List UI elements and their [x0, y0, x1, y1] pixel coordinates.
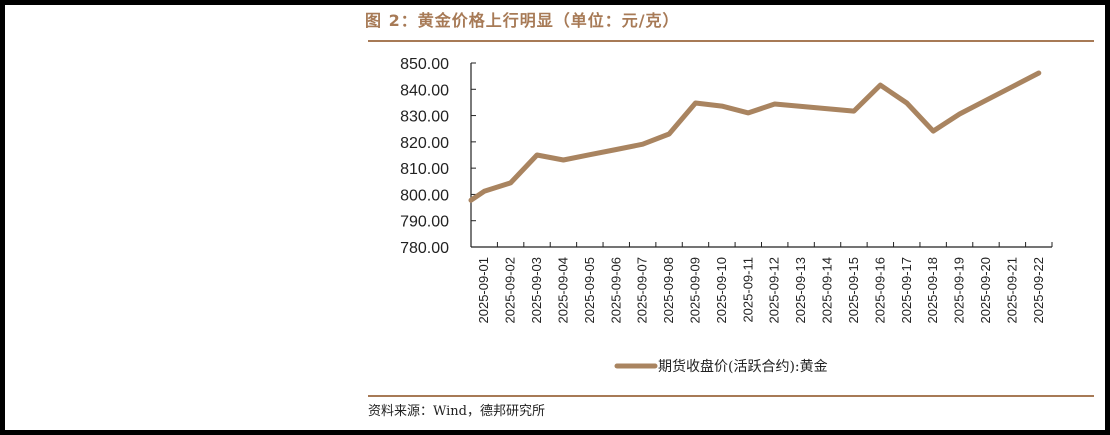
- y-tick-label: 800.00: [400, 187, 449, 204]
- title-divider: [368, 40, 1094, 42]
- x-tick-label: 2025-09-17: [899, 257, 914, 324]
- x-tick-label: 2025-09-12: [767, 257, 782, 324]
- x-tick-label: 2025-09-05: [582, 257, 597, 324]
- x-tick-label: 2025-09-02: [503, 257, 518, 324]
- x-tick-label: 2025-09-03: [529, 257, 544, 324]
- x-tick-label: 2025-09-09: [687, 257, 702, 324]
- figure-title: 图 2：黄金价格上行明显（单位：元/克）: [365, 11, 680, 30]
- x-tick-label: 2025-09-21: [1004, 257, 1019, 324]
- series-line-gold: [468, 70, 1042, 203]
- x-tick-label: 2025-09-19: [952, 257, 967, 324]
- x-tick-label: 2025-09-20: [978, 257, 993, 324]
- x-tick-label: 2025-09-07: [635, 257, 650, 324]
- y-tick-label: 790.00: [400, 214, 449, 231]
- x-tick-label: 2025-09-18: [925, 257, 940, 324]
- x-tick-label: 2025-09-14: [820, 257, 835, 324]
- x-tick-label: 2025-09-06: [608, 257, 623, 324]
- x-tick-label: 2025-09-10: [714, 257, 729, 324]
- x-tick-label: 2025-09-01: [476, 257, 491, 324]
- y-tick-label: 830.00: [400, 109, 449, 126]
- x-tick-label: 2025-09-16: [872, 257, 887, 324]
- x-tick-label: 2025-09-15: [846, 257, 861, 324]
- y-tick-label: 820.00: [400, 135, 449, 152]
- x-tick-label: 2025-09-04: [555, 257, 570, 324]
- source-note: 资料来源：Wind，德邦研究所: [368, 404, 545, 419]
- figure-panel: [5, 5, 1105, 430]
- x-tick-label: 2025-09-08: [661, 257, 676, 324]
- y-tick-label: 850.00: [400, 56, 449, 73]
- y-tick-label: 810.00: [400, 161, 449, 178]
- y-tick-label: 840.00: [400, 82, 449, 99]
- legend-label: 期货收盘价(活跃合约):黄金: [658, 358, 828, 375]
- x-tick-label: 2025-09-22: [1031, 257, 1046, 324]
- source-divider: [368, 395, 1094, 397]
- y-tick-label: 780.00: [400, 240, 449, 257]
- x-tick-label: 2025-09-13: [793, 257, 808, 324]
- x-tick-label: 2025-09-11: [740, 257, 755, 323]
